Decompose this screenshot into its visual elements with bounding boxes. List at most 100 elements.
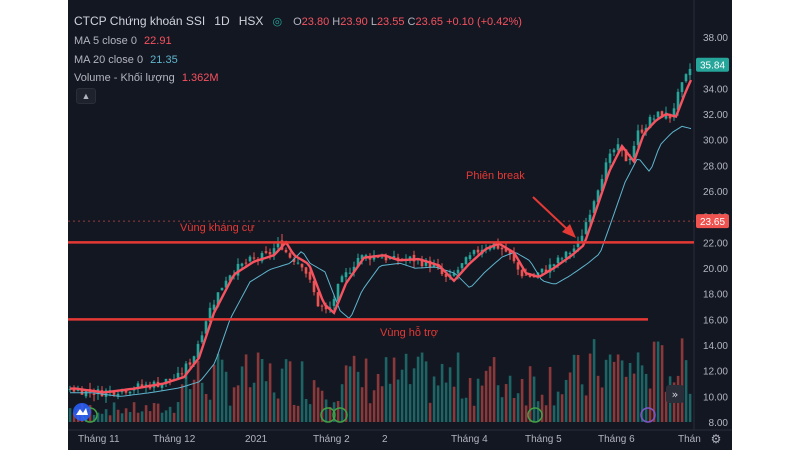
volume-bar [656, 341, 660, 422]
x-tick-label: 2021 [245, 434, 268, 445]
volume-bar [576, 354, 580, 422]
open-label: O [293, 16, 302, 28]
event-marker-icon[interactable] [527, 407, 543, 423]
candle-body [556, 257, 560, 264]
candle-body [112, 391, 116, 395]
volume-bar [580, 384, 584, 422]
candle-body [592, 201, 596, 213]
candle-body [192, 356, 196, 365]
volume-bar [516, 393, 520, 422]
candle-body [160, 383, 164, 388]
symbol-name[interactable]: CTCP Chứng khoán SSI [74, 14, 206, 28]
candle-body [332, 299, 336, 306]
volume-bar [208, 399, 212, 422]
candle-body [624, 149, 628, 162]
volume-bar [372, 390, 376, 422]
candle-body [292, 258, 296, 262]
collapse-legend-button[interactable]: ▲ [76, 88, 96, 104]
current-price-badge [696, 214, 729, 229]
candle-body [540, 268, 544, 273]
break-annotation: Phiên break [466, 170, 525, 182]
candle-body [456, 269, 460, 274]
volume-bar [504, 384, 508, 422]
candle-body [604, 162, 608, 181]
candle-body [628, 158, 632, 161]
volume-bar [228, 405, 232, 422]
volume-bar [140, 411, 144, 422]
ma20-value: 21.35 [150, 54, 178, 66]
price-chart[interactable]: 38.0036.0034.0032.0030.0028.0026.0024.00… [68, 0, 732, 450]
y-tick-label: 14.00 [703, 341, 728, 352]
candle-body [596, 190, 600, 203]
ma5-legend[interactable]: MA 5 close 0 22.91 [74, 35, 172, 47]
candle-body [272, 248, 276, 256]
low-label: L [370, 16, 377, 28]
candle-body [168, 378, 172, 381]
volume-bar [376, 373, 380, 422]
ma20-legend[interactable]: MA 20 close 0 21.35 [74, 54, 178, 66]
settings-icon[interactable]: ⚙ [711, 432, 722, 446]
candle-body [616, 144, 620, 150]
candle-body [640, 129, 644, 133]
event-marker-icon[interactable] [640, 407, 656, 423]
candle-body [248, 256, 252, 262]
symbol-legend: CTCP Chứng khoán SSI 1D HSX ◎ O23.80 H23… [74, 14, 522, 28]
volume-bar [116, 409, 120, 422]
volume-bar [284, 359, 288, 422]
volume-bar [168, 406, 172, 422]
volume-bar [72, 412, 76, 422]
candle-body [408, 256, 412, 259]
volume-bar [132, 402, 136, 422]
volume-bar [492, 357, 496, 422]
candle-body [364, 255, 368, 258]
volume-legend[interactable]: Volume - Khối lượng 1.362M [74, 72, 219, 84]
volume-bar [648, 388, 652, 422]
candle-body [576, 241, 580, 248]
volume-bar [552, 405, 556, 422]
candle-body [104, 390, 108, 397]
candle-body [344, 272, 348, 278]
volume-bar [604, 359, 608, 422]
candle-body [440, 268, 444, 275]
candle-body [352, 266, 356, 272]
market-status-icon: ◎ [272, 16, 283, 28]
volume-bar [432, 376, 436, 422]
candle-body [164, 378, 168, 384]
ma5-label: MA 5 close 0 [74, 35, 137, 47]
candle-body [460, 263, 464, 269]
volume-bar [236, 385, 240, 422]
candle-body [208, 307, 212, 322]
event-marker-icon[interactable] [332, 407, 348, 423]
volume-bar [256, 352, 260, 422]
candle-body [652, 118, 656, 120]
volume-bar [264, 381, 268, 422]
candle-body [288, 253, 292, 258]
high-label: H [332, 16, 341, 28]
scroll-right-button[interactable] [666, 385, 684, 403]
volume-bar [136, 412, 140, 422]
volume-bar [304, 398, 308, 422]
event-marker-icon[interactable] [320, 407, 336, 423]
candle-body [636, 130, 640, 145]
candle-body [136, 383, 140, 389]
candle-body [196, 343, 200, 358]
volume-bar [564, 379, 568, 422]
volume-bar [444, 382, 448, 422]
candle-body [308, 271, 312, 280]
y-tick-label: 20.00 [703, 264, 728, 275]
interval[interactable]: 1D [214, 14, 230, 28]
change-value: +0.10 (+0.42%) [446, 16, 522, 28]
x-tick-label: Tháng 12 [153, 434, 196, 445]
candle-body [420, 259, 424, 267]
candle-body [360, 255, 364, 260]
volume-bar [512, 398, 516, 422]
y-tick-label: 30.00 [703, 136, 728, 147]
x-tick-label: Tháng 4 [451, 434, 488, 445]
volume-bar [680, 338, 684, 422]
volume-bar [544, 405, 548, 422]
volume-bar [200, 382, 204, 422]
candle-body [464, 257, 468, 265]
candle-body [348, 272, 352, 274]
volume-bar [340, 384, 344, 422]
support-annotation: Vùng hỗ trợ [380, 326, 438, 339]
